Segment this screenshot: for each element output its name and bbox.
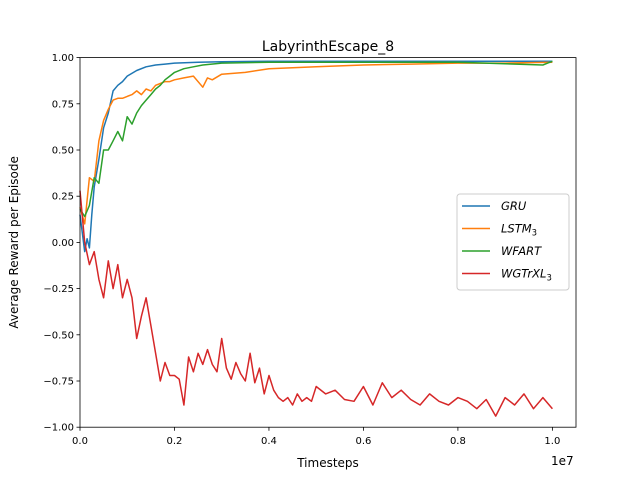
y-tick-label: −0.25 bbox=[43, 284, 74, 295]
series-line-wfart bbox=[79, 60, 553, 218]
legend-label-gru: GRU bbox=[501, 199, 527, 213]
series-line-gru bbox=[79, 60, 553, 253]
legend-box bbox=[456, 193, 570, 291]
y-tick-label: 0.75 bbox=[52, 99, 74, 110]
series-line-wgtrxl3 bbox=[79, 190, 553, 417]
chart-title: LabyrinthEscape_8 bbox=[262, 39, 394, 55]
x-tick-label: 1.0 bbox=[544, 436, 560, 447]
series-line-lstm3 bbox=[79, 61, 553, 225]
legend-items: GRU LSTM3 WFART WGTrXL3 bbox=[462, 199, 552, 284]
legend-label-wfart: WFART bbox=[501, 244, 542, 258]
y-tick-label: 1.00 bbox=[52, 53, 74, 64]
y-tick-label: 0.00 bbox=[52, 238, 74, 249]
y-tick-label: −0.75 bbox=[43, 377, 74, 388]
x-axis-offset-label: 1e7 bbox=[551, 454, 574, 468]
x-tick-label: 0.6 bbox=[355, 436, 371, 447]
y-axis-label: Average Reward per Episode bbox=[7, 156, 21, 328]
x-tick-label: 0.0 bbox=[72, 436, 88, 447]
series-layer bbox=[79, 60, 553, 417]
y-tick-label: −0.50 bbox=[43, 330, 74, 341]
y-axis-ticks: −1.00 −0.75 −0.50 −0.25 0.00 0.25 0.50 0.75 1.00 bbox=[43, 53, 80, 434]
x-axis-ticks: 0.0 0.2 0.4 0.6 0.8 1.0 bbox=[72, 427, 560, 447]
x-tick-label: 0.2 bbox=[167, 436, 183, 447]
x-tick-label: 0.8 bbox=[450, 436, 466, 447]
y-tick-label: 0.50 bbox=[52, 146, 74, 157]
legend-label-lstm3: LSTM3 bbox=[501, 222, 537, 239]
legend-label-wgtrxl3: WGTrXL3 bbox=[501, 267, 552, 284]
x-axis-label: Timesteps bbox=[296, 456, 359, 470]
y-tick-label: −1.00 bbox=[43, 423, 74, 434]
legend: GRU LSTM3 WFART WGTrXL3 bbox=[456, 193, 570, 291]
y-tick-label: 0.25 bbox=[52, 192, 74, 203]
x-tick-label: 0.4 bbox=[261, 436, 277, 447]
